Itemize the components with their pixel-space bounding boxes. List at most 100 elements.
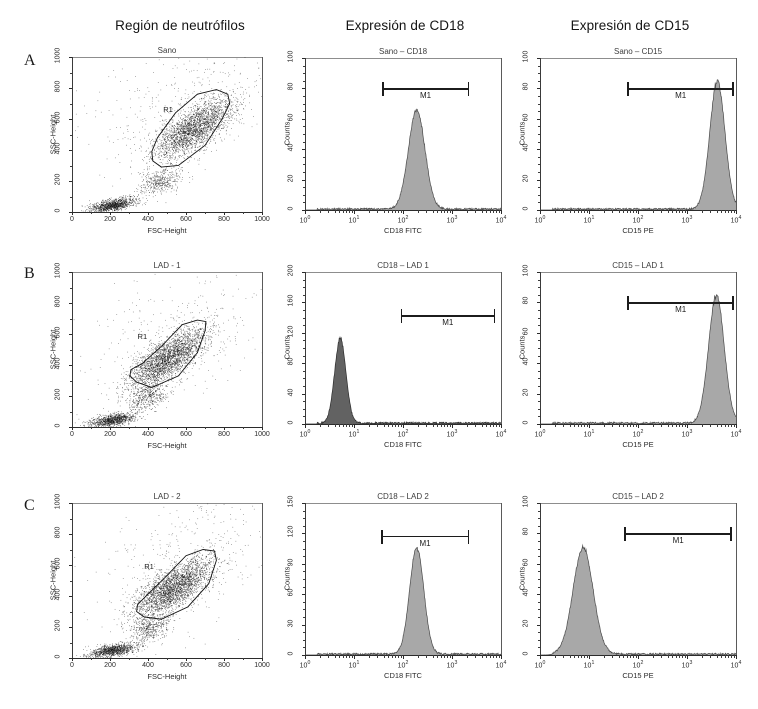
m1-marker-label: M1	[442, 318, 454, 328]
axis-tick-y-minor	[538, 172, 540, 173]
axis-tick-label-x: 200	[104, 431, 116, 438]
axis-tick-y-minor	[303, 556, 305, 558]
axis-tick-label-x: 102	[632, 660, 644, 670]
axis-tick-x-minor	[368, 424, 370, 427]
axis-tick-x-minor	[627, 424, 629, 427]
axis-tick-y-minor	[538, 73, 540, 75]
axis-tick-x	[687, 424, 688, 428]
axis-tick-y	[69, 181, 72, 182]
axis-tick-x	[638, 655, 639, 659]
axis-tick-x-minor	[618, 424, 620, 427]
axis-tick-x-minor	[672, 655, 674, 658]
axis-tick-y-minor	[303, 172, 305, 173]
axis-tick-x	[305, 424, 306, 428]
axis-tick-x-minor	[586, 655, 588, 658]
axis-tick-y-minor	[303, 601, 305, 603]
plot-frame-right	[501, 503, 502, 655]
axis-tick-label-x: 103	[681, 429, 693, 439]
axis-tick-x-minor	[661, 424, 663, 427]
axis-tick-y	[536, 393, 540, 395]
axis-tick-x-minor	[716, 210, 718, 213]
axis-tick-y	[536, 563, 540, 565]
axis-tick-x-minor	[432, 424, 434, 427]
axis-tick-x-minor	[368, 655, 370, 658]
axis-tick-y	[301, 655, 305, 656]
axis-tick-x-minor	[498, 655, 500, 658]
axis-tick-y-minor	[538, 325, 540, 327]
axis-tick-label-x: 400	[142, 431, 154, 438]
axis-tick-x-minor	[447, 655, 449, 658]
m1-marker-line	[381, 88, 470, 90]
axis-tick-y-minor	[303, 348, 305, 349]
axis-tick-y	[301, 58, 305, 59]
axis-tick-x-minor	[328, 210, 330, 213]
axis-tick-x-minor	[627, 210, 629, 213]
axis-tick-y	[536, 594, 540, 596]
axis-tick-x-minor	[343, 655, 345, 658]
axis-tick-label-x: 1000	[254, 431, 270, 438]
axis-tick-x-minor	[447, 210, 449, 213]
axis-tick-x-minor	[417, 655, 419, 658]
axis-tick-label-x: 0	[70, 216, 74, 223]
axis-tick-y-minor	[303, 103, 305, 105]
axis-title-x: CD15 PE	[622, 226, 654, 235]
axis-tick-y	[536, 424, 540, 425]
axis-tick-x-minor	[346, 210, 348, 213]
axis-title-x: CD18 FITC	[384, 671, 422, 680]
axis-tick-x	[736, 210, 737, 214]
axis-tick-x-minor	[574, 655, 576, 658]
axis-tick-label-y: 80	[522, 528, 530, 536]
axis-tick-y	[69, 396, 72, 397]
axis-tick-x	[72, 212, 73, 215]
axis-tick-x-minor	[569, 424, 571, 427]
axis-tick-label-y: 0	[522, 651, 530, 656]
axis-tick-x-minor	[498, 424, 500, 427]
axis-tick-x-minor	[392, 210, 394, 213]
axis-tick-y-minor	[70, 549, 72, 551]
axis-tick-y-minor	[538, 632, 540, 634]
axis-tick-x-minor	[449, 210, 451, 213]
axis-tick-x-minor	[635, 655, 637, 658]
axis-tick-x	[262, 212, 263, 215]
axis-tick-x	[224, 427, 225, 430]
axis-tick-x-minor	[437, 424, 439, 427]
axis-tick-x	[452, 210, 453, 214]
axis-tick-y-minor	[538, 609, 540, 611]
axis-tick-y-minor	[70, 318, 72, 320]
axis-tick-x	[262, 658, 263, 661]
axis-tick-x-minor	[395, 424, 397, 427]
axis-tick-y-minor	[538, 639, 540, 641]
axis-tick-y-minor	[303, 194, 305, 196]
axis-tick-x-minor	[395, 210, 397, 213]
plot-frame-right	[736, 503, 737, 655]
axis-tick-x-minor	[346, 655, 348, 658]
axis-tick-y-minor	[303, 586, 305, 588]
axis-tick-x-minor	[486, 424, 488, 427]
axis-tick-label-x: 100	[534, 660, 546, 670]
histogram-canvas-C-CD18	[305, 503, 501, 655]
axis-tick-x-minor	[328, 655, 330, 658]
axis-title-x: FSC-Height	[147, 441, 187, 450]
axis-tick-y-minor	[70, 642, 72, 644]
axis-tick-x-minor	[351, 210, 353, 213]
plot-frame-right	[736, 58, 737, 210]
axis-tick-x-minor	[554, 424, 556, 427]
axis-tick-x-minor	[417, 424, 419, 427]
axis-tick-x-minor	[569, 655, 571, 658]
axis-tick-x-minor	[351, 655, 353, 658]
axis-title-x: FSC-Height	[147, 672, 187, 681]
axis-tick-x-minor	[701, 655, 703, 658]
axis-tick-y-minor	[538, 164, 540, 166]
axis-tick-x-minor	[91, 658, 92, 660]
axis-tick-y-minor	[538, 510, 540, 512]
axis-tick-x-minor	[475, 655, 477, 658]
axis-tick-x-minor	[554, 655, 556, 658]
axis-tick-y-minor	[70, 165, 72, 167]
axis-tick-y	[301, 118, 305, 120]
axis-tick-x-minor	[603, 655, 605, 658]
axis-tick-label-x: 800	[218, 431, 230, 438]
m1-marker-line	[624, 533, 733, 535]
axis-tick-x-minor	[319, 655, 321, 658]
